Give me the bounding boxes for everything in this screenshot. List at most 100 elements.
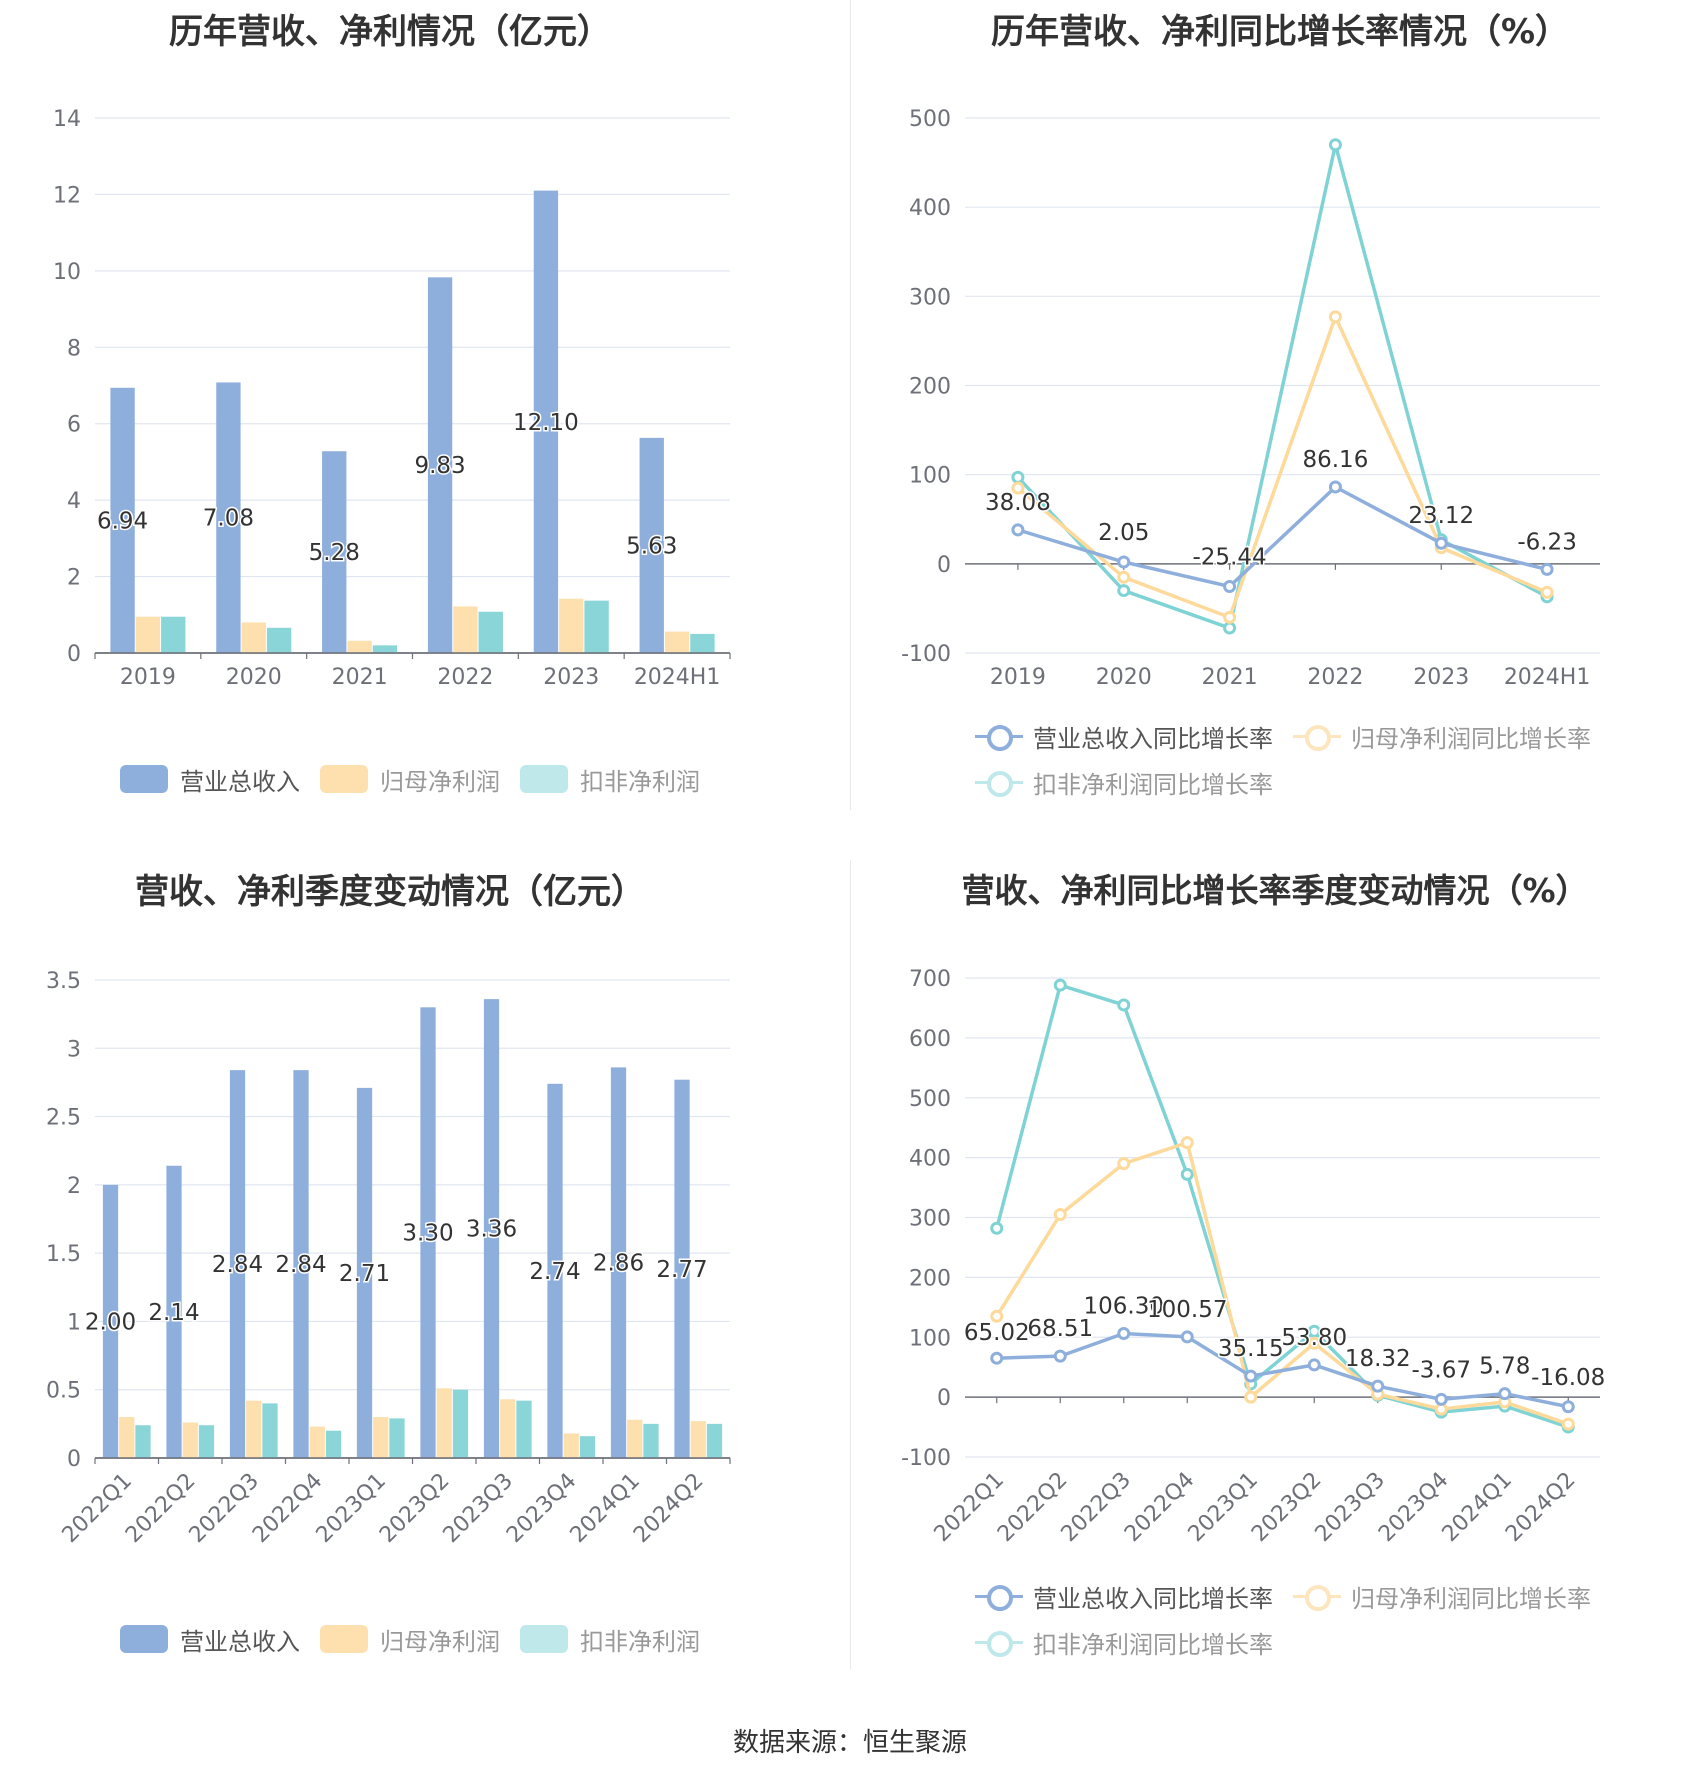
legend-ded-growth[interactable]: 扣非净利润同比增长率 bbox=[975, 759, 1273, 805]
ded-growth-swatch bbox=[975, 768, 1023, 797]
y-tick-label: 200 bbox=[909, 1266, 951, 1291]
q-rev-growth-swatch bbox=[975, 1582, 1023, 1611]
x-tick-label: 2019 bbox=[990, 665, 1046, 690]
data-label: -6.23 bbox=[1517, 529, 1577, 555]
legend-revenue[interactable]: 营业总收入 bbox=[120, 756, 300, 802]
rev-growth-swatch bbox=[975, 722, 1023, 751]
bar-revenue bbox=[427, 277, 453, 653]
legend-ded-growth-label: 扣非净利润同比增长率 bbox=[1033, 770, 1273, 799]
deducted-swatch bbox=[520, 765, 568, 793]
revenue-growth-point bbox=[1498, 1387, 1512, 1401]
bar-revenue bbox=[216, 382, 241, 653]
bar-net-profit bbox=[135, 616, 161, 653]
net-profit-growth-point bbox=[1011, 481, 1025, 495]
y-tick-label: 6 bbox=[67, 413, 81, 438]
bar-revenue bbox=[322, 451, 347, 653]
legend-rev-growth-label: 营业总收入同比增长率 bbox=[1033, 724, 1273, 753]
bar-deducted bbox=[266, 627, 292, 653]
y-tick-label: 3 bbox=[67, 1037, 81, 1062]
y-tick-label: 2.5 bbox=[46, 1106, 81, 1131]
deducted-growth-point bbox=[1180, 1167, 1194, 1181]
y-tick-label: 0 bbox=[937, 553, 951, 578]
annual-values-title: 历年营收、净利情况（亿元） bbox=[169, 12, 611, 52]
bar-revenue bbox=[420, 1007, 436, 1458]
data-label: 7.08 bbox=[203, 506, 254, 532]
revenue-growth-point bbox=[1561, 1400, 1575, 1414]
bar-net-profit bbox=[627, 1419, 643, 1458]
legend-deducted[interactable]: 扣非净利润 bbox=[520, 756, 700, 802]
y-tick-label: 4 bbox=[67, 489, 81, 514]
bar-revenue bbox=[110, 387, 135, 653]
y-tick-label: 1.5 bbox=[46, 1242, 81, 1267]
x-tick-label: 2021 bbox=[332, 665, 388, 690]
quarterly-growth-panel: 营收、净利同比增长率季度变动情况（%） -100 0 100 200 300 400 500… bbox=[850, 860, 1700, 1660]
y-tick-label: 400 bbox=[909, 196, 951, 221]
x-tick-label: 2024Q2 bbox=[629, 1469, 708, 1548]
data-label: 9.83 bbox=[414, 453, 465, 479]
legend-q-revenue[interactable]: 营业总收入 bbox=[120, 1616, 300, 1662]
data-label: 3.30 bbox=[402, 1221, 453, 1247]
deducted-growth-line bbox=[995, 982, 1569, 1429]
x-tick-label: 2023Q3 bbox=[439, 1469, 518, 1548]
data-label: 53.80 bbox=[1281, 1325, 1347, 1351]
revenue-growth-point bbox=[1011, 523, 1025, 537]
annual-growth-title: 历年营收、净利同比增长率情况（%） bbox=[990, 12, 1570, 52]
legend-q-revenue-label: 营业总收入 bbox=[180, 1627, 300, 1656]
legend-rev-growth[interactable]: 营业总收入同比增长率 bbox=[975, 713, 1273, 759]
legend-np-growth[interactable]: 归母净利润同比增长率 bbox=[1293, 713, 1591, 759]
net-profit-growth-point bbox=[1561, 1417, 1575, 1431]
x-tick-label: 2023 bbox=[1413, 665, 1469, 690]
bar-revenue bbox=[166, 1165, 182, 1458]
legend-q-net-profit-label: 归母净利润 bbox=[380, 1627, 500, 1656]
x-tick-label: 2024Q2 bbox=[1501, 1468, 1580, 1547]
q-revenue-swatch bbox=[120, 1625, 168, 1653]
data-label: 2.00 bbox=[85, 1309, 136, 1335]
data-source: 数据来源：恒生聚源 bbox=[732, 1728, 967, 1758]
deducted-growth-point bbox=[1117, 998, 1131, 1012]
bar-net-profit bbox=[563, 1433, 579, 1458]
y-tick-label: 700 bbox=[909, 967, 951, 992]
legend-q-ded-growth[interactable]: 扣非净利润同比增长率 bbox=[975, 1619, 1273, 1665]
quarterly-values-chart: 0 0.5 1 1.5 2 2.5 3 3.5 2022Q1 2.00 2022Q2 2.14 2022… bbox=[46, 969, 731, 1548]
y-tick-label: 10 bbox=[53, 260, 81, 285]
revenue-growth-point bbox=[990, 1351, 1004, 1365]
x-tick-label: 2023Q3 bbox=[1311, 1468, 1390, 1547]
bar-net-profit bbox=[453, 606, 478, 653]
x-tick-label: 2023Q4 bbox=[1374, 1468, 1453, 1547]
y-tick-label: -100 bbox=[901, 642, 951, 667]
revenue-growth-point bbox=[1371, 1379, 1385, 1393]
y-tick-label: 0.5 bbox=[46, 1379, 81, 1404]
q-np-growth-swatch bbox=[1293, 1582, 1341, 1611]
legend-revenue-label: 营业总收入 bbox=[180, 767, 300, 796]
y-tick-label: 100 bbox=[909, 464, 951, 489]
y-tick-label: 0 bbox=[67, 642, 81, 667]
data-label: 2.84 bbox=[212, 1252, 263, 1278]
legend-net-profit[interactable]: 归母净利润 bbox=[320, 756, 500, 802]
x-tick-label: 2024Q1 bbox=[1438, 1468, 1517, 1547]
legend-q-deducted[interactable]: 扣非净利润 bbox=[520, 1616, 700, 1662]
bar-net-profit bbox=[664, 631, 690, 653]
data-label: -25.44 bbox=[1193, 545, 1267, 571]
net-profit-growth-point bbox=[1117, 1157, 1131, 1171]
legend-q-np-growth[interactable]: 归母净利润同比增长率 bbox=[1293, 1573, 1591, 1619]
revenue-growth-point bbox=[1117, 555, 1131, 569]
x-tick-label: 2020 bbox=[226, 665, 282, 690]
data-label: 100.57 bbox=[1147, 1297, 1227, 1323]
net-profit-swatch bbox=[320, 765, 368, 793]
net-profit-growth-point bbox=[1117, 570, 1131, 584]
y-tick-label: 14 bbox=[53, 107, 81, 132]
legend-q-rev-growth[interactable]: 营业总收入同比增长率 bbox=[975, 1573, 1273, 1619]
bar-revenue bbox=[293, 1070, 309, 1458]
x-tick-label: 2022 bbox=[1307, 665, 1363, 690]
data-label: 35.15 bbox=[1218, 1336, 1284, 1362]
quarterly-growth-legend: 营业总收入同比增长率 归母净利润同比增长率 扣非净利润同比增长率 bbox=[975, 1573, 1675, 1665]
bar-revenue bbox=[547, 1083, 563, 1458]
net-profit-growth-point bbox=[1244, 1390, 1258, 1404]
net-profit-growth-point bbox=[990, 1309, 1004, 1323]
bar-deducted bbox=[161, 616, 186, 653]
data-label: 106.30 bbox=[1084, 1293, 1164, 1319]
x-tick-label: 2019 bbox=[120, 665, 176, 690]
bar-deducted bbox=[516, 1400, 532, 1458]
data-label: 5.78 bbox=[1479, 1354, 1530, 1380]
legend-q-net-profit[interactable]: 归母净利润 bbox=[320, 1616, 500, 1662]
